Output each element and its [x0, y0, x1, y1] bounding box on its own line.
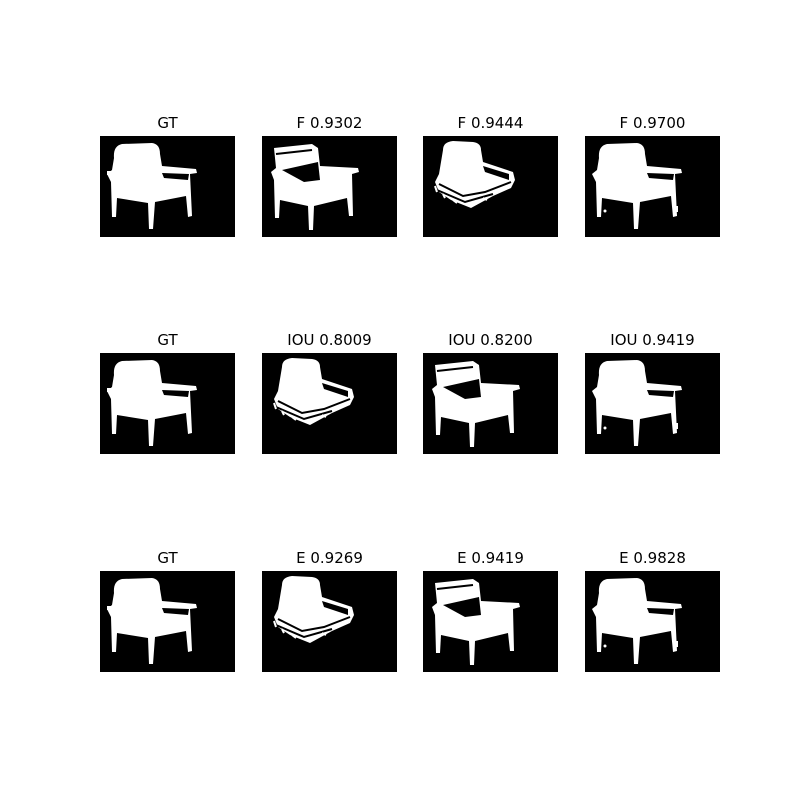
panel-title: IOU 0.8009 — [287, 331, 372, 349]
chair-silhouette — [434, 141, 515, 208]
chair-silhouette — [432, 579, 520, 665]
panel-title: E 0.9828 — [619, 549, 686, 567]
panel-title: F 0.9700 — [619, 114, 686, 132]
chair-silhouette — [107, 578, 197, 664]
segmentation-mask — [423, 353, 558, 454]
segmentation-mask — [262, 571, 397, 672]
panel-title: F 0.9444 — [457, 114, 524, 132]
segmentation-mask — [585, 353, 720, 454]
chair-silhouette — [592, 578, 682, 664]
panel-title: GT — [157, 331, 178, 349]
segmentation-mask — [585, 571, 720, 672]
segmentation-mask — [100, 353, 235, 454]
chair-silhouette — [592, 143, 682, 229]
segmentation-mask — [262, 136, 397, 237]
chair-silhouette — [592, 360, 682, 446]
segmentation-mask — [262, 353, 397, 454]
segmentation-mask — [423, 136, 558, 237]
segmentation-mask — [100, 571, 235, 672]
chair-silhouette — [273, 576, 354, 643]
panel-title: GT — [157, 549, 178, 567]
chair-silhouette — [271, 144, 359, 230]
panel-title: IOU 0.8200 — [448, 331, 533, 349]
chair-silhouette — [107, 143, 197, 229]
chair-silhouette — [107, 360, 197, 446]
segmentation-mask — [585, 136, 720, 237]
segmentation-mask — [423, 571, 558, 672]
panel-title: E 0.9269 — [296, 549, 363, 567]
chair-silhouette — [432, 361, 520, 447]
panel-title: IOU 0.9419 — [610, 331, 695, 349]
panel-title: GT — [157, 114, 178, 132]
segmentation-mask — [100, 136, 235, 237]
panel-title: F 0.9302 — [296, 114, 363, 132]
chair-silhouette — [273, 358, 354, 425]
panel-title: E 0.9419 — [457, 549, 524, 567]
